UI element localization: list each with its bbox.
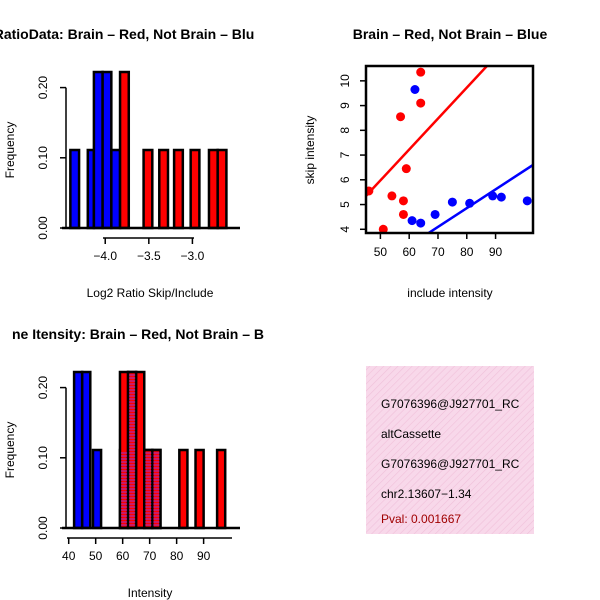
hist1-x-tick-label-1: −3.5 — [137, 249, 161, 263]
scatter-brain-fit-line — [366, 66, 489, 197]
hist3-brain-bar-5 — [178, 448, 189, 530]
intensity-histogram-panel: ne Itensity: Brain – Red, Not Brain – B … — [3, 326, 264, 600]
scatter-y-tick-label-5: 9 — [338, 102, 352, 109]
hist1-brain-bar-4 — [189, 148, 201, 230]
hist3-x-tick-label-4: 80 — [170, 549, 184, 563]
scatter-x-tick-label-4: 90 — [489, 245, 503, 259]
scatter-not-brain-point-5 — [465, 198, 475, 208]
hist3-y-tick-label-0: 0.00 — [36, 516, 50, 540]
scatter-y-tick-label-6: 10 — [338, 74, 352, 88]
scatter-brain-point-5 — [398, 209, 408, 219]
scatter-x-tick-label-3: 80 — [460, 245, 474, 259]
scatter-x-tick-label-2: 70 — [431, 245, 445, 259]
hist3-x-tick-label-2: 60 — [116, 549, 130, 563]
scatter-x-tick-label-1: 60 — [403, 245, 417, 259]
info-panel: G7076396@J927701_RC altCassette G7076396… — [366, 366, 534, 534]
intensity-histogram-x-label: Intensity — [128, 586, 173, 600]
hist1-brain-bar-3 — [172, 148, 185, 230]
hist1-brain-bar-5 — [207, 148, 219, 230]
intensity-histogram-title: ne Itensity: Brain – Red, Not Brain – B — [12, 326, 264, 342]
scatter-x-label: include intensity — [407, 286, 492, 300]
hist1-y-tick-label-0: 0.00 — [36, 216, 50, 240]
hist1-brain-bar-2 — [158, 148, 170, 230]
ratio-histogram-bars — [62, 70, 240, 230]
hist3-overlap-shade-6 — [153, 452, 160, 526]
hist3-not-brain-bar-1 — [80, 370, 92, 530]
info-line-4: chr2.13607−1.34 — [381, 487, 472, 501]
hist1-not-brain-bar-0 — [69, 148, 81, 230]
scatter-content — [366, 66, 533, 233]
scatter-not-brain-point-8 — [522, 196, 532, 206]
scatter-brain-point-3 — [396, 112, 406, 122]
scatter-axes: 50 60 70 80 90 4 5 6 7 8 9 10 — [338, 64, 535, 259]
scatter-not-brain-point-3 — [430, 209, 440, 219]
scatter-brain-point-4 — [398, 196, 408, 206]
hist1-not-brain-bar-4 — [110, 148, 122, 230]
scatter-y-label: skip intensity — [303, 116, 317, 185]
hist3-overlap-shade-5 — [145, 452, 152, 526]
hist1-y-tick-label-2: 0.20 — [36, 76, 50, 100]
hist3-y-tick-label-2: 0.20 — [36, 376, 50, 400]
scatter-not-brain-point-1 — [410, 85, 420, 95]
scatter-brain-point-0 — [366, 186, 374, 196]
ratio-histogram-axes: 0.00 0.10 0.20 −4.0 −3.5 −3.0 — [36, 76, 204, 263]
scatter-brain-point-1 — [378, 224, 388, 233]
hist3-x-tick-label-5: 90 — [197, 549, 211, 563]
info-line-pval: Pval: 0.001667 — [381, 512, 461, 526]
scatter-not-brain-fit-line — [426, 163, 533, 233]
scatter-x-tick-label-0: 50 — [374, 245, 388, 259]
info-line-3: G7076396@J927701_RC — [381, 457, 520, 471]
hist3-overlap-shade-4 — [129, 374, 136, 526]
intensity-histogram-y-label: Frequency — [3, 422, 17, 479]
hist1-brain-bar-6 — [216, 148, 228, 230]
scatter-not-brain-point-2 — [416, 218, 426, 228]
hist1-brain-bar-1 — [142, 148, 154, 230]
scatter-not-brain-point-4 — [447, 197, 457, 207]
hist3-not-brain-bar-2 — [91, 448, 103, 530]
info-line-2: altCassette — [381, 427, 441, 441]
scatter-brain-point-6 — [401, 164, 411, 174]
hist1-x-tick-label-2: −3.0 — [181, 249, 205, 263]
scatter-y-tick-label-1: 5 — [338, 201, 352, 208]
scatter-not-brain-point-7 — [496, 192, 506, 202]
ratio-histogram-x-label: Log2 Ratio Skip/Include — [87, 286, 214, 300]
intensity-histogram-axes: 0.00 0.10 0.20 40 50 60 70 80 90 — [36, 376, 232, 563]
hist1-not-brain-bar-3 — [101, 70, 113, 230]
hist3-y-tick-label-1: 0.10 — [36, 446, 50, 470]
hist3-x-tick-label-1: 50 — [89, 549, 103, 563]
hist3-x-tick-label-3: 70 — [143, 549, 157, 563]
scatter-not-brain-point-0 — [407, 216, 417, 226]
intensity-scatter-panel: Brain – Red, Not Brain – Blue skip inten… — [303, 26, 548, 300]
scatter-plot-frame — [364, 64, 535, 235]
scatter-brain-point-2 — [387, 191, 397, 201]
ratio-histogram-title: RatioData: Brain – Red, Not Brain – Blu — [0, 26, 254, 42]
scatter-brain-point-7 — [416, 67, 426, 77]
intensity-histogram-bars — [62, 370, 240, 530]
scatter-y-tick-label-2: 6 — [338, 176, 352, 183]
info-panel-background — [366, 366, 534, 534]
scatter-not-brain-point-6 — [488, 191, 498, 201]
scatter-y-tick-label-3: 7 — [338, 151, 352, 158]
hist1-x-tick-label-0: −4.0 — [93, 249, 117, 263]
scatter-title: Brain – Red, Not Brain – Blue — [353, 26, 548, 42]
hist1-y-tick-label-1: 0.10 — [36, 146, 50, 170]
hist1-not-brain-bar-2 — [92, 70, 104, 230]
ratio-histogram-y-label: Frequency — [3, 122, 17, 179]
info-line-1: G7076396@J927701_RC — [381, 397, 520, 411]
scatter-y-tick-label-4: 8 — [338, 127, 352, 134]
scatter-brain-point-8 — [416, 98, 426, 108]
hist3-x-tick-label-0: 40 — [62, 549, 76, 563]
hist3-overlap-shade-3 — [120, 452, 128, 526]
hist3-brain-bar-6 — [194, 448, 205, 530]
hist1-brain-bar-0 — [118, 70, 131, 230]
hist3-brain-bar-7 — [215, 448, 227, 530]
ratio-histogram-panel: RatioData: Brain – Red, Not Brain – Blu … — [0, 26, 254, 300]
scatter-y-tick-label-0: 4 — [338, 226, 352, 233]
